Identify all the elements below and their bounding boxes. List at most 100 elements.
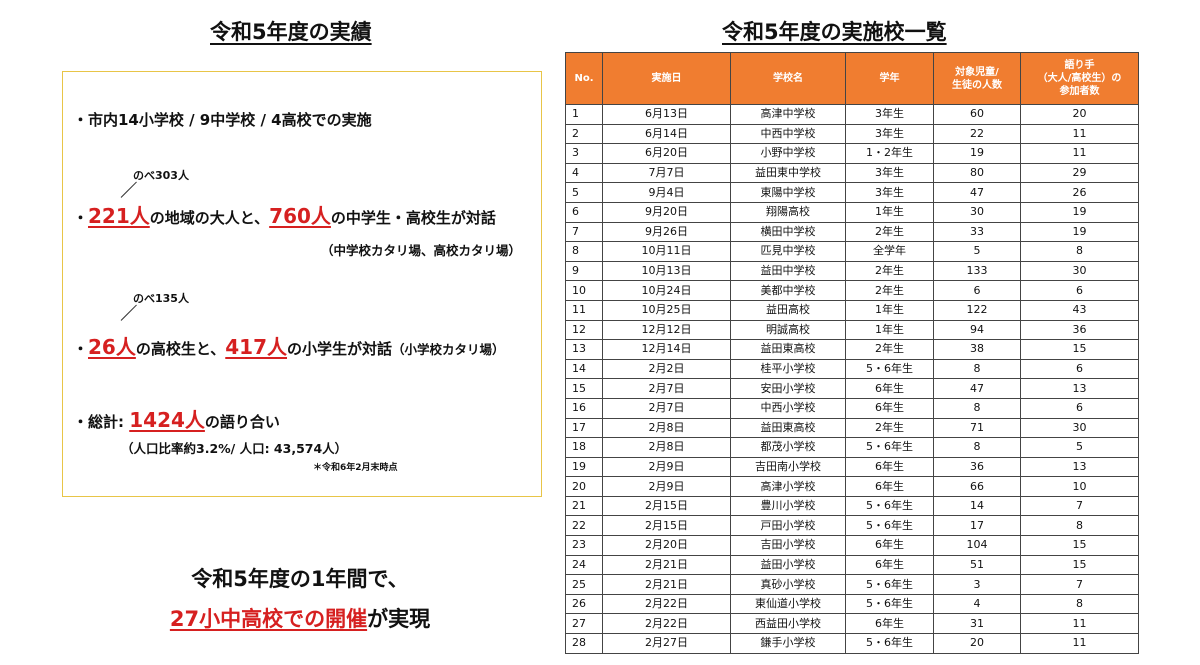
cell-speakers: 11 (1020, 613, 1139, 635)
cell-date: 7月7日 (602, 162, 731, 184)
cell-school: 中西小学校 (730, 397, 846, 419)
cell-speakers: 13 (1020, 378, 1139, 399)
cell-school: 東仙道小学校 (730, 593, 846, 615)
cell-school: 横田中学校 (730, 221, 846, 243)
header-school: 学校名 (730, 52, 846, 105)
table-row: 13 12月14日 益田東高校 2年生 38 15 (565, 339, 1139, 360)
text-mid: の高校生と、 (135, 340, 226, 358)
cell-students: 71 (933, 417, 1021, 439)
cell-speakers: 15 (1020, 339, 1139, 360)
cell-date: 10月13日 (602, 260, 731, 282)
cell-speakers: 5 (1020, 437, 1139, 458)
cell-grade: 5・6年生 (845, 437, 934, 458)
cell-date: 2月9日 (602, 456, 731, 478)
cell-school: 匹見中学校 (730, 241, 846, 262)
cell-speakers: 15 (1020, 535, 1139, 556)
cell-students: 17 (933, 515, 1021, 537)
cell-grade: 3年生 (845, 123, 934, 145)
cell-speakers: 20 (1020, 104, 1139, 125)
adults-count: 221人 (88, 204, 150, 228)
bullet: ・ (73, 340, 89, 358)
cell-no: 9 (565, 260, 603, 282)
dialogue-line-1-sub: （中学校カタリ場、高校カタリ場） (321, 243, 522, 258)
cell-grade: 2年生 (845, 280, 934, 301)
population-ratio: （人口比率約3.2%/ 人口: 43,574人） (121, 441, 348, 456)
table-row: 3 6月20日 小野中学校 1・2年生 19 11 (565, 143, 1139, 164)
cell-students: 5 (933, 241, 1021, 262)
cell-speakers: 10 (1020, 476, 1139, 497)
cell-date: 10月11日 (602, 241, 731, 262)
cell-grade: 5・6年生 (845, 495, 934, 517)
table-row: 22 2月15日 戸田小学校 5・6年生 17 8 (565, 515, 1139, 537)
cell-no: 13 (565, 339, 603, 360)
cell-grade: 5・6年生 (845, 515, 934, 537)
cell-speakers: 36 (1020, 319, 1139, 341)
cell-school: 益田東中学校 (730, 162, 846, 184)
table-row: 28 2月27日 鎌手小学校 5・6年生 20 11 (565, 633, 1139, 654)
text-suffix: の小学生が対話 (287, 340, 393, 358)
text-suffix: の中学生・高校生が対話 (330, 209, 496, 227)
cell-grade: 3年生 (845, 104, 934, 125)
cell-students: 60 (933, 104, 1021, 125)
cell-school: 益田東高校 (730, 417, 846, 439)
hs-count: 26人 (88, 335, 136, 359)
cell-school: 益田小学校 (730, 554, 846, 576)
cell-speakers: 8 (1020, 515, 1139, 537)
cell-grade: 1年生 (845, 201, 934, 223)
footnote: ＊令和6年2月末時点 (313, 463, 398, 473)
table-row: 18 2月8日 都茂小学校 5・6年生 8 5 (565, 437, 1139, 458)
cell-school: 鎌手小学校 (730, 633, 846, 654)
cell-date: 12月14日 (602, 339, 731, 360)
total-suffix: の語り合い (204, 413, 280, 431)
table-row: 27 2月22日 西益田小学校 6年生 31 11 (565, 613, 1139, 635)
cell-students: 38 (933, 339, 1021, 360)
cell-no: 8 (565, 241, 603, 262)
cell-no: 12 (565, 319, 603, 341)
cell-no: 19 (565, 456, 603, 478)
cell-students: 30 (933, 201, 1021, 223)
total-line: ・総計: 1424人の語り合い (73, 404, 280, 433)
cell-school: 吉田小学校 (730, 535, 846, 556)
cell-no: 1 (565, 104, 603, 125)
left-title: 令和5年度の実績 (210, 20, 372, 44)
table-row: 26 2月22日 東仙道小学校 5・6年生 4 8 (565, 593, 1139, 615)
cell-students: 20 (933, 633, 1021, 654)
cell-students: 51 (933, 554, 1021, 576)
cell-school: 西益田小学校 (730, 613, 846, 635)
cell-no: 5 (565, 182, 603, 203)
table-row: 4 7月7日 益田東中学校 3年生 80 29 (565, 162, 1139, 184)
cell-students: 66 (933, 476, 1021, 497)
table-row: 1 6月13日 高津中学校 3年生 60 20 (565, 104, 1139, 125)
cell-no: 20 (565, 476, 603, 497)
cell-grade: 2年生 (845, 417, 934, 439)
cell-no: 3 (565, 143, 603, 164)
table-row: 19 2月9日 吉田南小学校 6年生 36 13 (565, 456, 1139, 478)
cell-school: 益田高校 (730, 299, 846, 321)
cell-grade: 1・2年生 (845, 143, 934, 164)
cell-speakers: 30 (1020, 260, 1139, 282)
students-count: 760人 (269, 204, 331, 228)
cell-date: 2月2日 (602, 358, 731, 380)
cell-no: 26 (565, 593, 603, 615)
cell-no: 16 (565, 397, 603, 419)
cell-date: 10月24日 (602, 280, 731, 301)
cell-school: 明誠高校 (730, 319, 846, 341)
cell-speakers: 7 (1020, 495, 1139, 517)
cell-school: 高津中学校 (730, 104, 846, 125)
text-small: （小学校カタリ場） (392, 342, 505, 357)
header-date: 実施日 (602, 52, 731, 105)
cell-speakers: 11 (1020, 123, 1139, 145)
cell-students: 33 (933, 221, 1021, 243)
cell-speakers: 19 (1020, 201, 1139, 223)
total-count: 1424人 (129, 408, 205, 432)
cell-date: 2月7日 (602, 397, 731, 419)
cell-date: 9月26日 (602, 221, 731, 243)
cell-grade: 3年生 (845, 182, 934, 203)
cell-no: 23 (565, 535, 603, 556)
table-row: 21 2月15日 豊川小学校 5・6年生 14 7 (565, 495, 1139, 517)
table-row: 25 2月21日 真砂小学校 5・6年生 3 7 (565, 574, 1139, 595)
table-row: 2 6月14日 中西中学校 3年生 22 11 (565, 123, 1139, 145)
cell-school: 益田中学校 (730, 260, 846, 282)
cell-grade: 全学年 (845, 241, 934, 262)
cell-no: 11 (565, 299, 603, 321)
